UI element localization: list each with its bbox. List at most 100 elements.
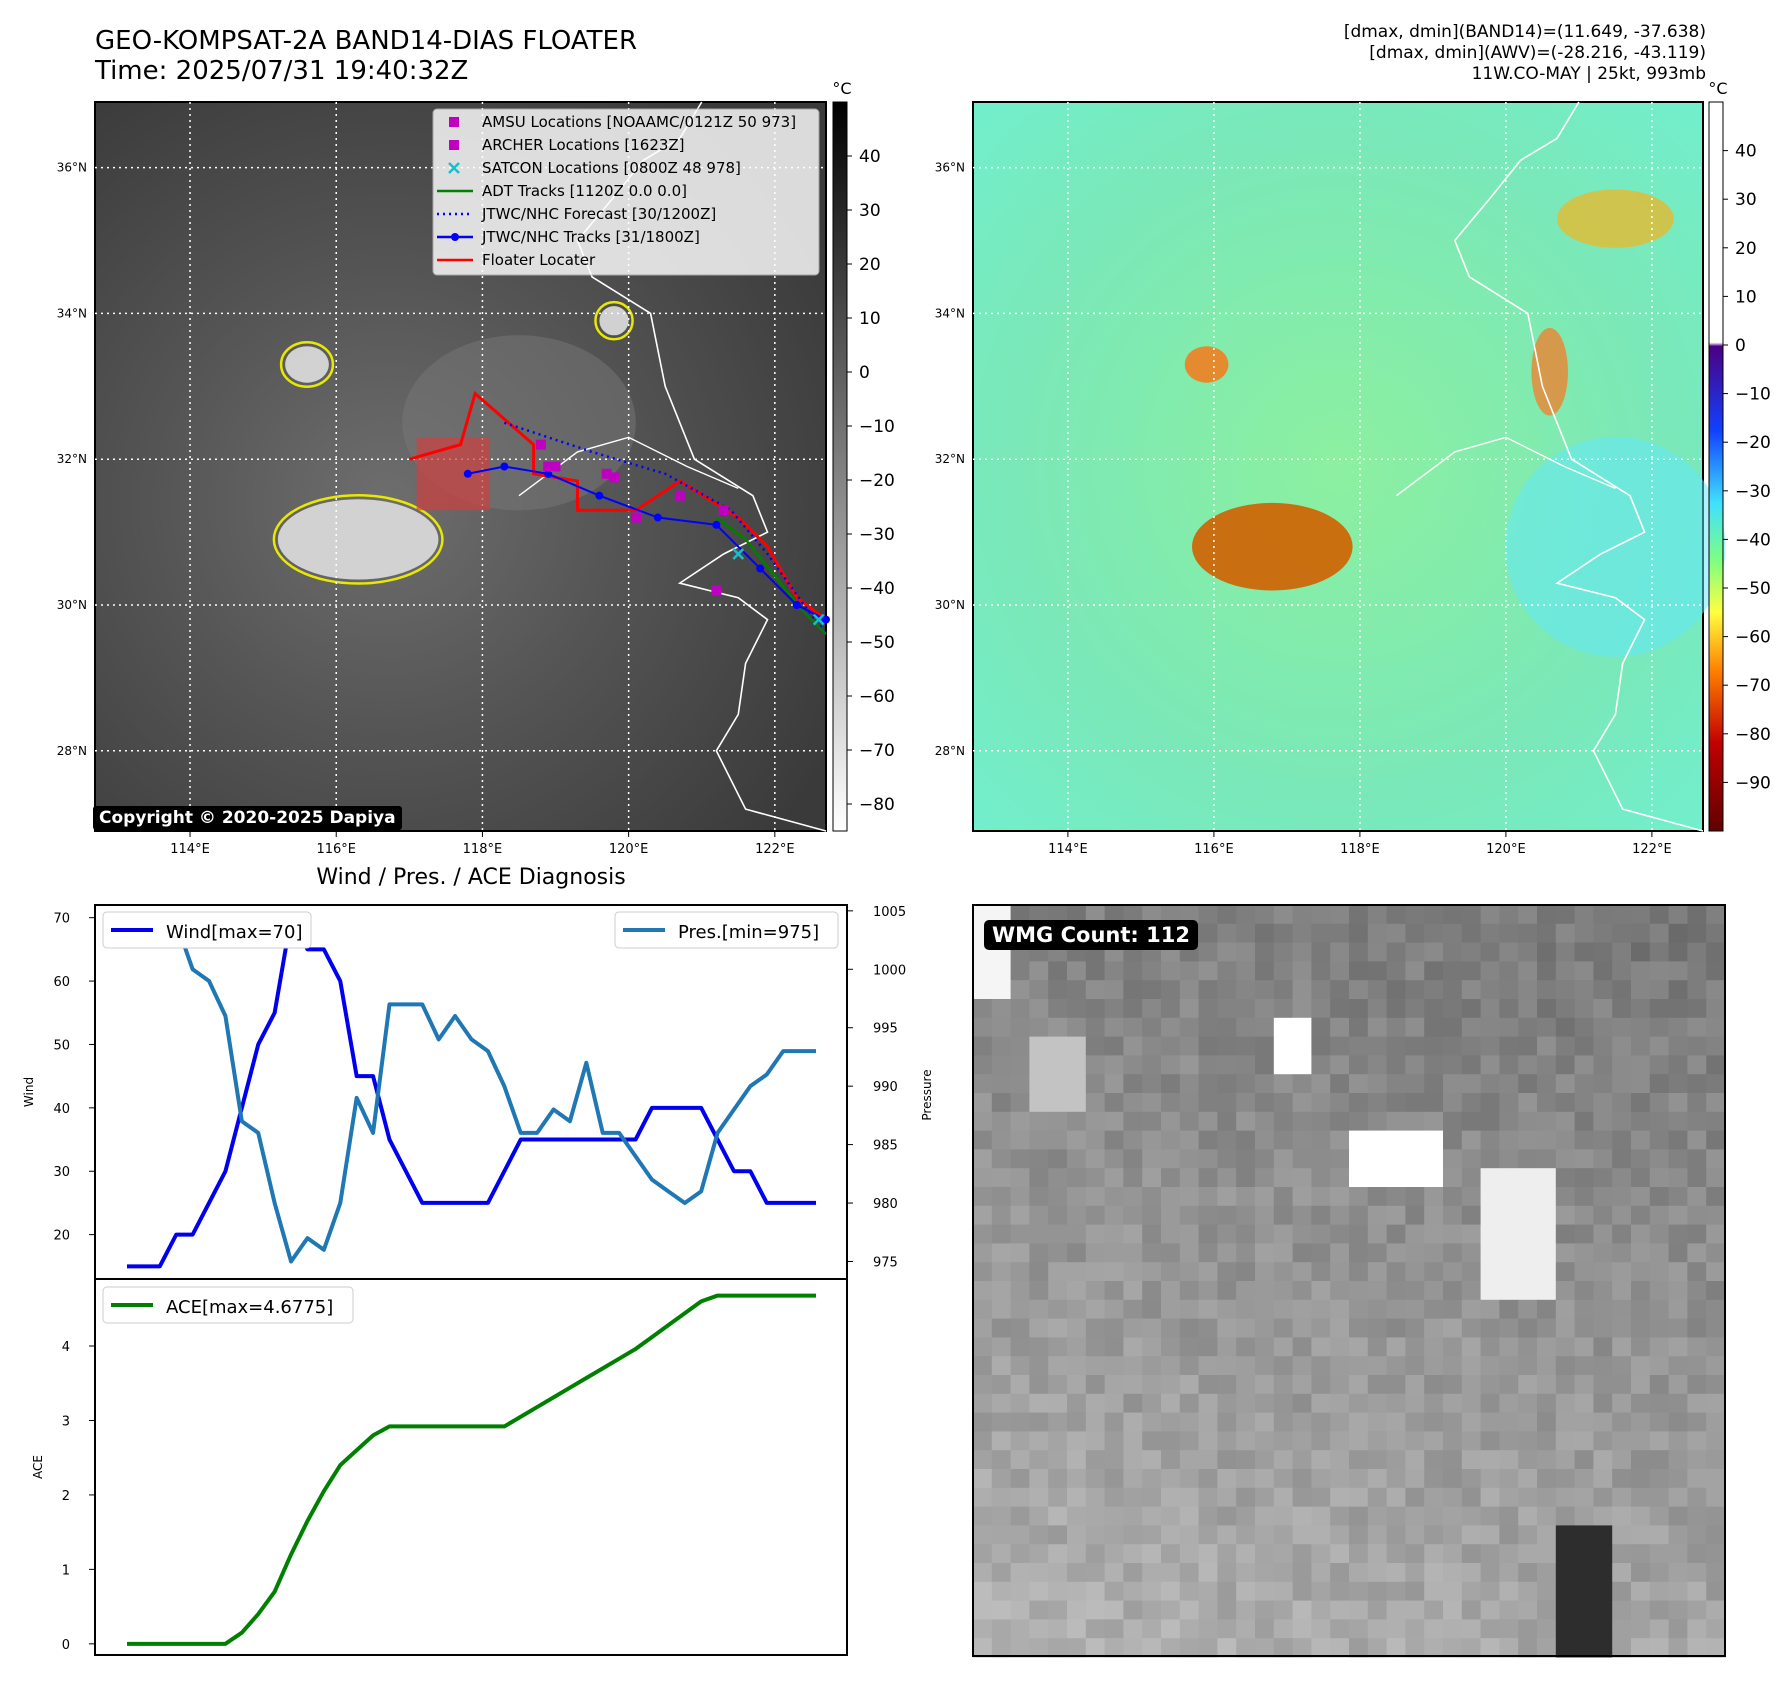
wmg-pixel [1330,1393,1350,1414]
wmg-pixel [1424,1337,1444,1357]
wmg-pixel [1142,1412,1162,1432]
wmg-pixel [1292,1093,1312,1113]
wmg-pixel [1405,1205,1425,1226]
wmg-pixel [1292,1055,1312,1075]
wmg-pixel [1010,1450,1030,1470]
wmg-pixel [1631,1375,1651,1395]
wmg-pixel [1593,1450,1613,1470]
wmg-pixel [1612,905,1632,925]
wmg-pixel [1273,980,1294,1000]
y2-tick-label: 1005 [873,905,906,920]
wmg-pixel [1668,1243,1688,1263]
wmg-pixel [1593,1130,1613,1150]
wmg-pixel [1217,999,1237,1019]
wmg-pixel [1292,1581,1312,1602]
wmg-pixel [1123,980,1143,1000]
wmg-pixel [1555,1017,1576,1038]
jtwc-point [712,520,721,529]
wmg-pixel [1311,1581,1331,1602]
wmg-pixel [1273,1600,1294,1620]
colorbar-tick-label: 10 [859,309,881,329]
wmg-pixel [1424,1412,1444,1432]
wmg-pixel [1518,1036,1538,1056]
cloud-blob [599,306,629,336]
wmg-pixel [1104,1412,1124,1432]
wmg-pixel [1349,1205,1369,1226]
wmg-pixel [1706,905,1726,925]
wmg-pixel [1142,1600,1162,1620]
wmg-pixel [973,1055,993,1075]
wmg-pixel [1292,1243,1312,1263]
wmg-pixel [1273,1375,1294,1395]
wmg-pixel [991,1544,1012,1564]
wmg-pixel [1499,1093,1519,1113]
wmg-pixel [1461,942,1482,962]
wmg-pixel [1048,1600,1068,1620]
wmg-pixel [1687,1544,1707,1564]
wmg-pixel [1537,1506,1557,1526]
wmg-pixel [1048,1544,1068,1564]
wind-line [127,915,816,1269]
wmg-pixel [1499,1544,1519,1564]
wmg-pixel [1161,1149,1181,1169]
wmg-pixel [1367,1337,1388,1357]
wmg-pixel [1649,1224,1670,1244]
wmg-pixel [1085,1168,1106,1188]
wmg-pixel [1292,1450,1312,1470]
wmg-pixel [1161,1487,1181,1508]
wmg-pixel [1367,1487,1388,1508]
wmg-pixel [1330,1281,1350,1301]
wmg-pixel [1330,1506,1350,1526]
wmg-pixel [1574,1187,1594,1207]
wmg-pixel [1687,1393,1707,1414]
wmg-pixel [991,1205,1012,1226]
wmg-pixel [1367,1149,1388,1169]
wmg-pixel [1142,1243,1162,1263]
satcon-point [732,548,745,560]
wmg-pixel [991,1243,1012,1263]
wmg-pixel [1085,1356,1106,1376]
wmg-pixel [1236,1187,1256,1207]
wmg-pixel [1029,1412,1049,1432]
wmg-pixel [1085,1093,1106,1113]
wmg-pixel [1255,1487,1275,1508]
wmg-pixel [1048,1375,1068,1395]
wmg-pixel [1405,1356,1425,1376]
wmg-pixel [1386,1563,1406,1583]
wmg-pixel [1424,1017,1444,1038]
wmg-pixel [1198,1036,1218,1056]
wmg-pixel [1161,1544,1181,1564]
wmg-pixel [1405,1469,1425,1489]
wmg-pixel [1518,1074,1538,1094]
wmg-pixel [1067,1187,1087,1207]
wmg-pixel [1537,1318,1557,1338]
wmg-pixel [1349,1450,1369,1470]
wmg-pixel [1612,1017,1632,1038]
wmg-pixel [1367,1619,1388,1639]
wmg-pixel [1649,1393,1670,1414]
wmg-pixel [1010,1375,1030,1395]
wmg-pixel [1085,1130,1106,1150]
wmg-pixel [1518,1055,1538,1075]
wmg-pixel [1273,923,1294,944]
wmg-pixel [1029,1111,1049,1132]
wmg-pixel [1010,1036,1030,1056]
wmg-pixel [1161,999,1181,1019]
wmg-pixel [1292,1506,1312,1526]
wmg-pixel [1367,1036,1388,1056]
wmg-pixel [1405,1544,1425,1564]
wmg-pixel [1668,1375,1688,1395]
wmg-pixel [1706,1469,1726,1489]
wmg-pixel [1010,980,1030,1000]
wmg-pixel [1706,980,1726,1000]
wmg-pixel [1631,1130,1651,1150]
jtwc-point [792,601,801,610]
archer-point [609,472,620,483]
wmg-pixel [1029,1431,1049,1451]
wmg-pixel [1142,1619,1162,1639]
wmg-pixel [1273,1093,1294,1113]
wmg-pixel [1179,1205,1200,1226]
wmg-pixel [1311,1318,1331,1338]
legend-marker [448,162,460,174]
colorbar-tick-label: −80 [859,795,895,815]
